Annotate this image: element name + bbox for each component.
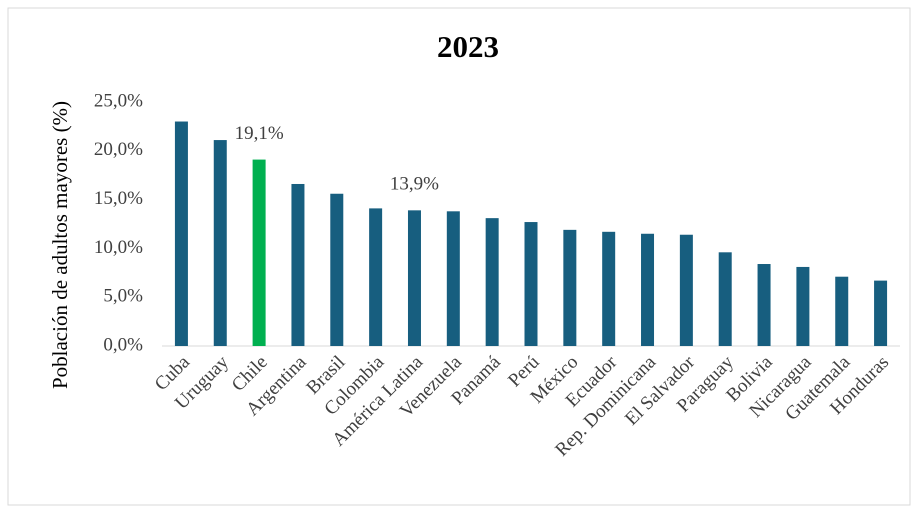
- bar: [602, 231, 616, 346]
- bar: [524, 222, 538, 346]
- chart-title: 2023: [437, 29, 499, 64]
- bar: [252, 159, 266, 346]
- y-axis-label: Población de adultos mayores (%): [48, 101, 72, 389]
- bar: [874, 280, 888, 346]
- y-tick-label: 25,0%: [94, 90, 143, 111]
- bar: [330, 193, 344, 346]
- bar: [485, 218, 499, 346]
- bar: [446, 211, 460, 346]
- bar: [407, 210, 421, 346]
- data-label: 19,1%: [235, 123, 284, 144]
- y-tick-label: 5,0%: [103, 286, 143, 307]
- bar: [835, 276, 849, 346]
- bar: [796, 266, 810, 346]
- bar: [757, 264, 771, 346]
- bar: [174, 121, 188, 347]
- bar: [563, 229, 577, 346]
- bar: [679, 234, 693, 346]
- y-tick-label: 20,0%: [94, 139, 143, 160]
- bar: [718, 252, 732, 346]
- bar: [641, 233, 655, 346]
- y-tick-label: 15,0%: [94, 188, 143, 209]
- y-tick-label: 10,0%: [94, 237, 143, 258]
- bar: [213, 140, 227, 346]
- data-label: 13,9%: [390, 174, 439, 195]
- bar: [369, 208, 383, 346]
- bar: [291, 183, 305, 346]
- y-tick-label: 0,0%: [103, 334, 143, 355]
